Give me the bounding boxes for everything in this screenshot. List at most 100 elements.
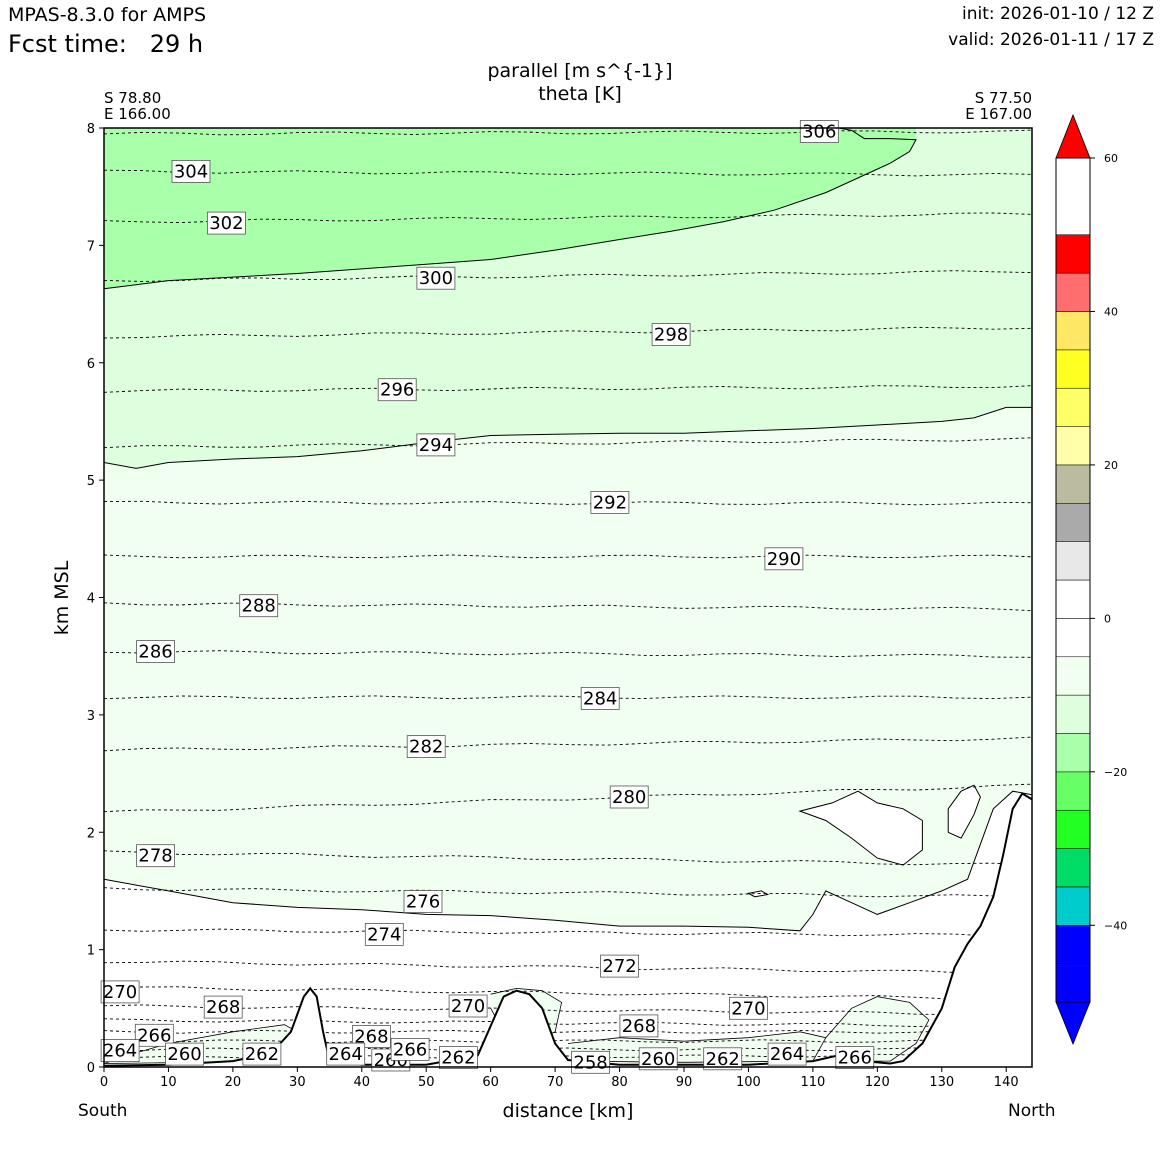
forecast-time-label: Fcst time: [8,30,127,58]
theta-label: 268 [206,997,240,1018]
y-tick-label: 8 [87,122,95,137]
theta-label-box [326,1042,366,1066]
y-tick-label: 2 [87,826,95,841]
theta-contour-15 [103,850,1033,866]
theta-contour-labels: 306 304 302 300 298 296 294 292 290 288 286 284 282 2… [100,120,875,1074]
colorbar-segment [1055,387,1091,427]
theta-label: 302 [209,213,243,234]
fill-patch-4 [568,1031,826,1063]
theta-contour-10 [103,602,1033,612]
colorbar-segment [1055,809,1091,849]
y-tick-label: 0 [87,1061,95,1076]
theta-label: 262 [706,1049,740,1070]
theta-label: 286 [138,642,172,663]
theta-contour-13 [103,736,1033,752]
theta-label: 260 [641,1049,675,1070]
theta-contour-16 [103,887,1033,899]
theta-label-box [239,594,279,618]
y-tick-label: 7 [87,239,95,254]
theta-label-box [609,785,649,809]
calm-island-1 [798,790,923,866]
theta-label-box [406,735,446,758]
theta-contour-14 [103,783,1033,813]
left-corner-lon: E 166.00 [104,105,171,123]
colorbar-segment [1055,925,1091,964]
theta-label: 292 [593,492,627,513]
chart-title-line2: theta [K] [538,83,622,105]
colorbar-segment [1055,272,1091,312]
theta-label: 262 [441,1048,475,1069]
colorbar-tick-label: 20 [1104,459,1118,472]
init-time: init: 2026-01-10 / 12 Z [961,4,1154,24]
wind-contour-patch-3 [825,996,930,1062]
theta-label-box [729,996,768,1020]
theta-label: 298 [654,325,688,346]
colorbar-segment [1055,579,1091,619]
theta-label: 300 [419,268,453,289]
theta-label: 264 [329,1044,363,1065]
right-corner-coords: S 77.50 E 167.00 [965,90,1032,122]
theta-contour-17 [103,928,1033,938]
theta-label: 270 [103,982,137,1003]
theta-contour-20 [103,1004,1033,1016]
theta-label: 264 [770,1044,804,1065]
theta-label: 272 [602,956,636,977]
theta-contour-3 [103,212,1033,224]
theta-contour-24 [103,1047,1033,1052]
theta-label-box [619,1014,659,1038]
theta-contour-12 [103,695,1033,700]
theta-label: 262 [245,1044,279,1065]
theta-label-box [590,490,630,514]
theta-label: 290 [767,549,801,570]
colorbar-over-arrow [1055,113,1091,159]
colorbar-tick-label: 40 [1104,305,1118,318]
theta-label: 270 [731,998,765,1019]
theta-contour-25 [103,1053,1033,1060]
colorbar-segment [1055,541,1091,581]
wind-contour-strong [103,127,917,290]
model-name: MPAS-8.3.0 for AMPS [8,4,207,26]
colorbar-segment [1055,656,1091,696]
theta-label: 258 [573,1052,607,1073]
theta-contour-18 [103,960,1033,975]
theta-contour-2 [103,169,1033,177]
theta-contour-5 [103,326,1033,339]
theta-label-box [100,980,140,1004]
theta-label-box [351,1025,391,1048]
theta-contours [103,129,1033,1060]
theta-label: 276 [406,892,440,913]
x-tick-label: 80 [611,1075,628,1090]
theta-label-box [100,1039,140,1062]
colorbar-segment [1055,848,1091,888]
theta-label: 270 [451,996,485,1017]
theta-label-box [377,378,417,402]
theta-contour-6 [103,385,1033,393]
colorbar-segment [1055,694,1091,734]
x-tick-label: 110 [800,1075,825,1090]
theta-label-box [764,547,804,571]
theta-label-box [416,266,456,290]
theta-label: 304 [174,161,208,182]
colorbar-segment [1055,311,1091,351]
fill-region-calm [104,791,1032,1067]
colorbar: −40 −20 0 20 40 60 [1055,113,1127,1046]
calm-island-2 [947,784,981,839]
forecast-time-value: 29 h [149,30,204,58]
theta-label: 264 [103,1041,137,1062]
theta-label: 266 [838,1048,872,1069]
theta-label: 306 [802,122,836,143]
wind-contour-weak [103,790,1033,932]
x-tick-label: 10 [160,1075,177,1090]
theta-contour-4 [103,270,1033,282]
theta-label: 268 [354,1027,388,1048]
theta-label: 266 [137,1025,171,1046]
x-tick-label: 130 [929,1075,954,1090]
colorbar-tick-label: −20 [1104,766,1127,779]
colorbar-segment [1055,886,1091,926]
x-tick-label: 20 [225,1075,242,1090]
theta-contour-8 [103,500,1033,506]
y-tick-label: 3 [87,709,95,724]
theta-label: 266 [393,1039,427,1060]
theta-label-box [136,640,176,663]
x-tick-label: 40 [354,1075,371,1090]
